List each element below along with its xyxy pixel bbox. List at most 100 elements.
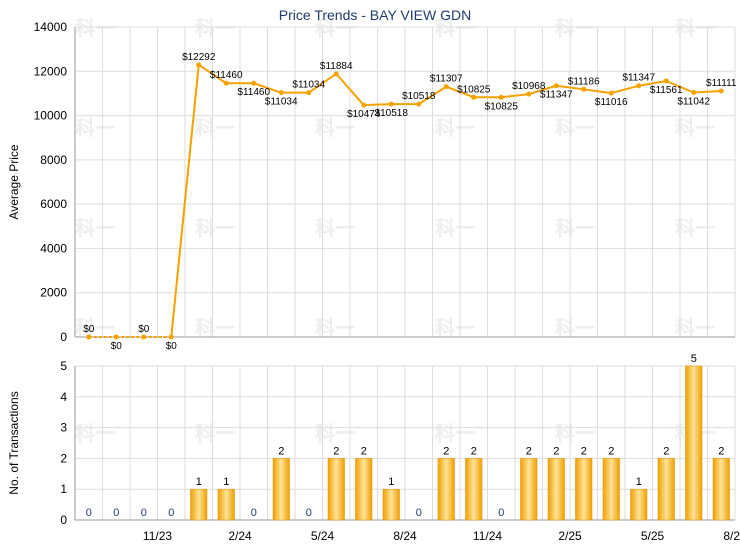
price-point: [223, 80, 229, 86]
price-point: [443, 84, 449, 90]
x-tick-label: 5/24: [311, 529, 335, 543]
price-data-label: $10825: [457, 84, 491, 95]
watermark-text: 科一: [435, 216, 475, 240]
watermark-text: 科一: [315, 421, 355, 445]
watermark-text: 科一: [435, 16, 475, 40]
transaction-bar: [190, 488, 208, 521]
price-data-label: $10518: [375, 108, 409, 119]
price-point: [691, 89, 697, 95]
price-line-segment: [308, 73, 337, 94]
transaction-bar-label: 2: [471, 445, 477, 457]
price-data-label: $11307: [430, 74, 463, 85]
price-point: [526, 91, 532, 97]
price-point: [278, 90, 284, 96]
transaction-bar-label: 1: [388, 476, 394, 488]
price-point: [471, 94, 477, 100]
transactions-y-tick-label: 5: [60, 359, 67, 373]
watermark-text: 科一: [195, 421, 235, 445]
price-data-label: $10518: [402, 91, 436, 102]
price-line-segment: [528, 84, 557, 96]
price-point: [663, 78, 669, 84]
price-data-label: $11042: [677, 96, 710, 107]
price-data-label: $11186: [568, 76, 600, 87]
transaction-bar: [547, 458, 565, 521]
price-point: [251, 80, 257, 86]
price-y-ticks: 0 2000 4000 6000 8000 10000 12000 14000: [34, 20, 68, 344]
transaction-bar: [575, 458, 593, 521]
watermark-text: 科一: [675, 116, 715, 140]
price-point: [416, 101, 422, 107]
watermark-text: 科一: [315, 116, 355, 140]
price-line-segment: [665, 80, 695, 94]
transaction-bar: [465, 458, 483, 521]
transactions-y-tick-label: 4: [60, 390, 67, 404]
price-line-segment: [335, 73, 365, 106]
x-tick-label: 5/25: [641, 529, 665, 543]
watermark-text: 科一: [315, 316, 355, 340]
price-point: [196, 62, 202, 68]
price-points: [86, 62, 724, 340]
watermark-text: 科一: [315, 216, 355, 240]
price-line-segment: [418, 85, 447, 105]
transactions-y-tick-label: 3: [60, 421, 67, 435]
price-y-axis-label: Average Price: [7, 144, 21, 219]
transaction-bar: [437, 458, 455, 521]
price-data-label: $0: [138, 324, 150, 335]
watermark-text: 科一: [315, 16, 355, 40]
transaction-bar-label: 5: [691, 353, 697, 365]
price-data-label: $0: [111, 341, 123, 352]
price-data-label: $0: [83, 324, 95, 335]
price-y-tick-label: 4000: [40, 241, 67, 255]
x-tick-label: 11/23: [143, 529, 172, 543]
price-line-segment: [363, 103, 392, 107]
watermark-text: 科一: [675, 316, 715, 340]
price-data-labels: $0$0$0$0$12292$11460$11460$11034$11034$1…: [83, 52, 737, 352]
transaction-bar: [630, 488, 648, 521]
price-line-segment: [583, 88, 612, 95]
price-data-label: $10968: [512, 81, 546, 92]
price-line-segment: [610, 84, 640, 95]
price-line-segment: [445, 85, 475, 99]
price-gridlines: [74, 26, 736, 338]
price-data-label: $11347: [622, 73, 655, 84]
transaction-bar-label: 0: [113, 507, 119, 519]
watermark-text: 科一: [555, 316, 595, 340]
transactions-data-labels: 0 0 0 0 1 1 0 2 0 2 2 1 0 2 2 0 2 2 2 2 1 2 5 2: [86, 353, 725, 519]
watermark-text: 科一: [555, 16, 595, 40]
x-tick-label: 8/24: [393, 529, 417, 543]
price-line-segment: [253, 82, 282, 94]
price-line-series: [88, 63, 722, 338]
price-data-label: $11034: [292, 80, 325, 91]
transaction-bar: [657, 458, 675, 521]
chart-title: Price Trends - BAY VIEW GDN: [279, 7, 471, 23]
transactions-y-ticks: 0 1 2 3 4 5: [60, 359, 67, 527]
watermark-text: 科一: [555, 216, 595, 240]
transaction-bar-label: 2: [278, 445, 284, 457]
price-line-segment: [693, 89, 722, 94]
price-data-label: $11460: [210, 70, 243, 81]
transaction-bar-label: 1: [636, 476, 642, 488]
price-data-label: $11460: [237, 87, 270, 98]
price-point: [636, 83, 642, 89]
price-data-label: $10825: [485, 101, 519, 112]
price-point: [333, 71, 339, 77]
watermark-text: 科一: [195, 16, 235, 40]
transactions-gridlines: [74, 365, 736, 521]
transaction-bar-label: 2: [333, 445, 339, 457]
transaction-bar-label: 0: [86, 507, 92, 519]
price-data-label: $11561: [650, 85, 683, 96]
watermark-text: 科一: [435, 316, 475, 340]
price-y-tick-label: 6000: [40, 197, 67, 211]
price-data-label: $12292: [182, 52, 216, 63]
price-y-tick-label: 0: [60, 330, 67, 344]
price-line-segment: [638, 80, 667, 87]
transaction-bar: [685, 365, 703, 521]
watermark-text: 科一: [75, 216, 115, 240]
watermark-text: 科一: [435, 421, 475, 445]
transaction-bar-label: 2: [361, 445, 367, 457]
x-tick-label: 11/24: [473, 529, 502, 543]
transaction-bar: [712, 458, 730, 521]
price-line-segment: [198, 63, 227, 85]
price-data-label: $11016: [595, 97, 628, 108]
